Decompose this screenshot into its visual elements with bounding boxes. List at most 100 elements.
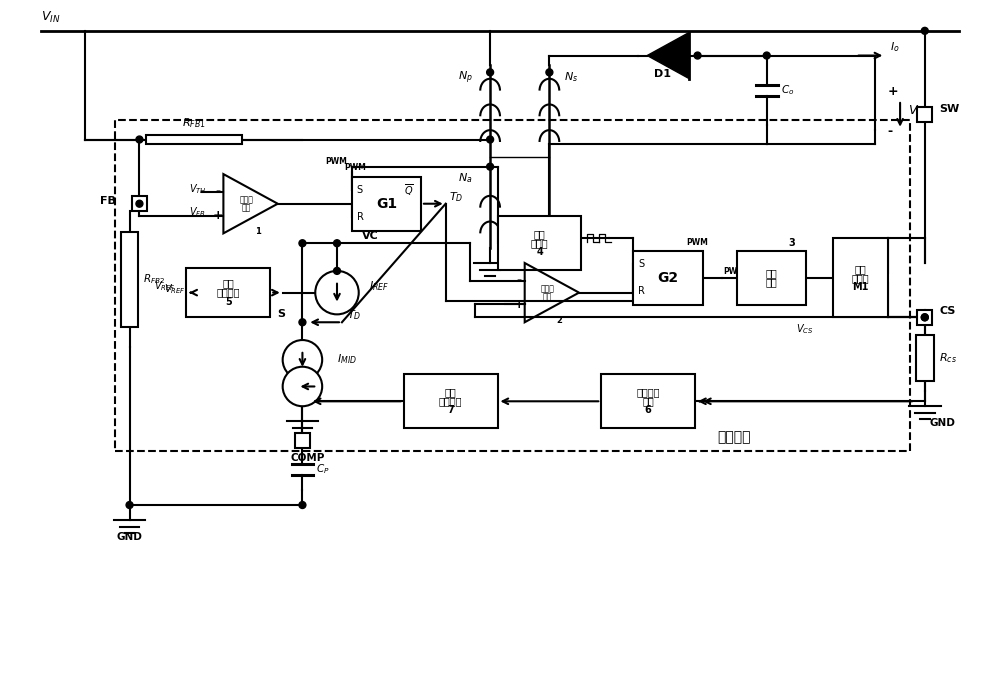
Bar (633, 251, 703, 305)
Text: VC: VC (362, 232, 378, 241)
Text: $I_{MID}$: $I_{MID}$ (337, 352, 357, 365)
Text: $C_P$: $C_P$ (316, 462, 330, 476)
Text: PWM: PWM (325, 157, 347, 166)
Text: R: R (638, 286, 645, 296)
Text: 第一比: 第一比 (239, 195, 253, 205)
Text: $R_{cs}$: $R_{cs}$ (939, 351, 957, 365)
Text: 功率: 功率 (855, 264, 866, 274)
Text: $V_{IN}$: $V_{IN}$ (41, 10, 60, 25)
Circle shape (694, 52, 701, 59)
Text: S: S (357, 185, 363, 195)
Bar (404, 374, 498, 429)
Text: R: R (357, 212, 364, 223)
Text: 单元: 单元 (642, 396, 654, 406)
Bar (132, 196, 147, 211)
Text: 第二: 第二 (445, 387, 456, 397)
Text: 第二比: 第二比 (540, 284, 554, 293)
Text: CS: CS (940, 306, 956, 316)
Text: SW: SW (940, 104, 960, 114)
Text: 压控流源: 压控流源 (217, 288, 240, 297)
Text: +: + (887, 85, 898, 98)
Text: 1: 1 (255, 227, 261, 236)
Text: $I_{REF}$: $I_{REF}$ (369, 280, 389, 293)
Text: $N_s$: $N_s$ (564, 70, 578, 84)
Text: 控制电路: 控制电路 (717, 430, 751, 444)
Text: $V_{REF}$: $V_{REF}$ (164, 282, 186, 296)
Bar (121, 232, 138, 326)
Text: $C_o$: $C_o$ (781, 83, 794, 97)
Text: PWM: PWM (687, 238, 709, 247)
Text: M1: M1 (852, 282, 869, 292)
Text: 模块: 模块 (766, 278, 778, 287)
Circle shape (136, 200, 143, 207)
Bar (737, 251, 806, 305)
Circle shape (126, 502, 133, 508)
Text: $V_{TH}$: $V_{TH}$ (189, 182, 207, 196)
Bar (916, 335, 934, 381)
Circle shape (299, 319, 306, 326)
Bar (601, 374, 695, 429)
Text: $N_p$: $N_p$ (458, 69, 473, 86)
Text: $N_a$: $N_a$ (458, 172, 473, 185)
Text: 第一: 第一 (222, 279, 234, 289)
Text: $V_o$: $V_o$ (908, 104, 923, 119)
Text: $I_o$: $I_o$ (890, 41, 900, 54)
Circle shape (487, 136, 494, 143)
Text: $V_{REF}$: $V_{REF}$ (154, 280, 176, 293)
Text: 晶体管: 晶体管 (852, 273, 869, 283)
Text: 驱动: 驱动 (766, 269, 778, 278)
Bar (833, 238, 888, 317)
Text: $T_D$: $T_D$ (449, 190, 463, 203)
Circle shape (921, 314, 928, 321)
Text: T1: T1 (512, 258, 528, 268)
Text: 5: 5 (225, 297, 232, 306)
Text: GND: GND (117, 532, 142, 541)
Text: $V_{FB}$: $V_{FB}$ (189, 205, 206, 219)
Circle shape (283, 340, 322, 379)
Circle shape (299, 502, 306, 508)
Text: 中点采样: 中点采样 (636, 387, 660, 397)
Text: 2: 2 (556, 316, 562, 325)
Bar (115, 120, 910, 451)
Text: 较器: 较器 (543, 292, 552, 301)
Text: 时钟: 时钟 (534, 229, 545, 239)
Text: $R_{FB2}$: $R_{FB2}$ (143, 272, 166, 286)
Circle shape (136, 136, 143, 143)
Text: PWM: PWM (344, 163, 366, 172)
Text: PWM: PWM (723, 267, 745, 276)
Circle shape (299, 240, 306, 247)
Text: G1: G1 (376, 196, 397, 211)
Text: COMP: COMP (290, 453, 325, 462)
Text: -: - (516, 274, 521, 287)
Text: -: - (887, 124, 892, 137)
Circle shape (546, 69, 553, 76)
Text: 3: 3 (788, 238, 795, 248)
Circle shape (487, 69, 494, 76)
Text: +: + (513, 298, 524, 311)
Text: $T_D$: $T_D$ (347, 308, 361, 322)
Text: GND: GND (930, 418, 956, 428)
Text: 较器: 较器 (241, 203, 251, 212)
Text: 4: 4 (536, 247, 543, 257)
Text: $R_{FB1}$: $R_{FB1}$ (182, 116, 206, 130)
Text: 7: 7 (447, 405, 454, 415)
Circle shape (315, 271, 359, 315)
Text: -: - (215, 185, 220, 199)
Text: $V_{CS}$: $V_{CS}$ (796, 322, 814, 336)
Text: D1: D1 (654, 69, 671, 79)
Text: S: S (278, 309, 286, 319)
Circle shape (334, 240, 340, 247)
Text: G2: G2 (657, 271, 679, 285)
Polygon shape (647, 33, 689, 78)
Text: $\overline{Q}$: $\overline{Q}$ (404, 182, 414, 198)
Text: S: S (638, 259, 644, 269)
Text: 压控流源: 压控流源 (439, 396, 462, 406)
Bar (295, 433, 310, 448)
Bar (146, 135, 242, 144)
Circle shape (283, 367, 322, 406)
Circle shape (763, 52, 770, 59)
Bar (352, 177, 421, 231)
Bar (186, 268, 270, 317)
Text: +: + (212, 209, 223, 222)
Text: 发生器: 发生器 (531, 238, 548, 248)
